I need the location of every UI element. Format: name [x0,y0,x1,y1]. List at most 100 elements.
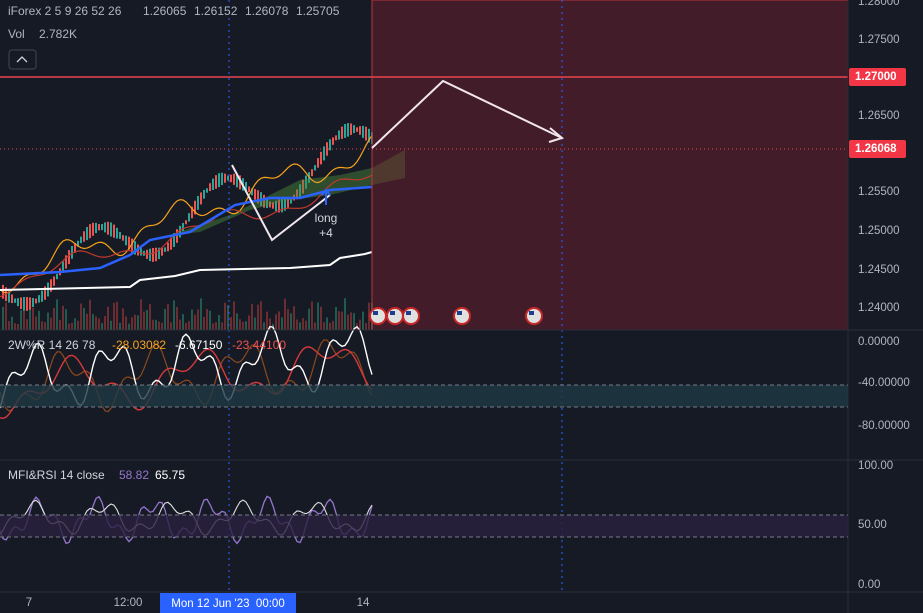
candle [338,130,340,140]
volume-bar [83,307,85,330]
candle [170,237,172,250]
volume-bar [347,314,349,330]
candle [317,158,319,168]
volume-bar [344,298,346,330]
candle [233,173,235,185]
volume-bar [287,308,289,330]
volume-bar [245,321,247,330]
volume-bar [191,309,193,330]
event-flag[interactable] [369,307,387,325]
candle [269,201,271,208]
candle [116,227,118,239]
volume-bar [251,303,253,330]
volume-bar [335,306,337,330]
volume-bar [215,322,217,330]
volume-bar [359,319,361,330]
candle [80,236,82,244]
collapse-button[interactable] [8,49,37,70]
volume-bar [257,304,259,330]
ichimoku-cloud [170,150,405,235]
volume-bar [200,298,202,330]
candle [323,146,325,161]
event-flag-canton [373,311,378,315]
wr-tick: 0.00000 [858,336,900,348]
candle [53,276,55,286]
candle [23,297,25,311]
volume-bar [77,320,79,330]
volume-bar [68,323,70,330]
candle [221,172,223,186]
volume-value: 2.782K [39,27,77,41]
candle [107,221,109,235]
volume-bar [128,323,130,330]
candle [200,192,202,205]
candle [236,173,238,188]
volume-bar [293,306,295,330]
volume-bar [365,323,367,330]
candle [305,175,307,189]
volume-bar [341,311,343,330]
indicator-value: -23.44100 [232,338,286,352]
candle [20,297,22,309]
ohlc-value: 1.25705 [296,4,340,18]
candle [62,261,64,273]
candle [209,183,211,192]
event-flag[interactable] [525,307,543,325]
price-tick: 1.28000 [858,0,900,8]
volume-bar [212,323,214,330]
wr-band [0,385,848,407]
volume-bar [122,308,124,330]
volume-bar [152,319,154,330]
candle [185,220,187,225]
volume-bar [269,318,271,330]
volume-bar [197,309,199,330]
candle [161,247,163,256]
trade-label: long [315,211,338,225]
volume-bar [362,311,364,330]
event-flag[interactable] [402,307,420,325]
volume-bar [185,322,187,330]
arrow-head [548,127,565,143]
volume-bar [206,309,208,330]
last-price-badge [849,140,906,158]
volume-bar [329,322,331,330]
volume-bar [32,307,34,330]
candle [350,123,352,135]
candle [368,128,370,143]
volume-bar [290,313,292,330]
price-level-label: 1.27000 [855,71,897,83]
volume-bar [230,316,232,330]
volume-bar [167,304,169,330]
trade-value: +4 [319,226,333,240]
volume-bar [158,321,160,330]
candle [278,199,280,213]
projection-arrow [371,79,563,149]
candle [191,206,193,219]
projection-zone [371,0,849,331]
candle [176,229,178,243]
candle [101,224,103,231]
volume-bar [248,315,250,330]
candle [287,197,289,208]
event-flag[interactable] [386,307,404,325]
candle [347,123,349,137]
volume-bar [305,320,307,330]
candle [245,181,247,192]
trade-marker-head [321,188,331,196]
plot-decoration [0,123,405,545]
volume-bar [44,322,46,330]
volume-label: Vol [8,27,25,41]
candle [122,235,124,241]
volume-bar [113,302,115,330]
volume-bar [8,321,10,330]
event-flag[interactable] [453,307,471,325]
candle [98,224,100,231]
candle [230,174,232,183]
volume-bar [125,316,127,330]
indicator-title: 2W%R 14 26 78 [8,338,96,352]
candle [302,179,304,194]
volume-bar [221,322,223,330]
volume-bar [107,306,109,330]
volume-bar [311,301,313,330]
candle [299,184,301,198]
